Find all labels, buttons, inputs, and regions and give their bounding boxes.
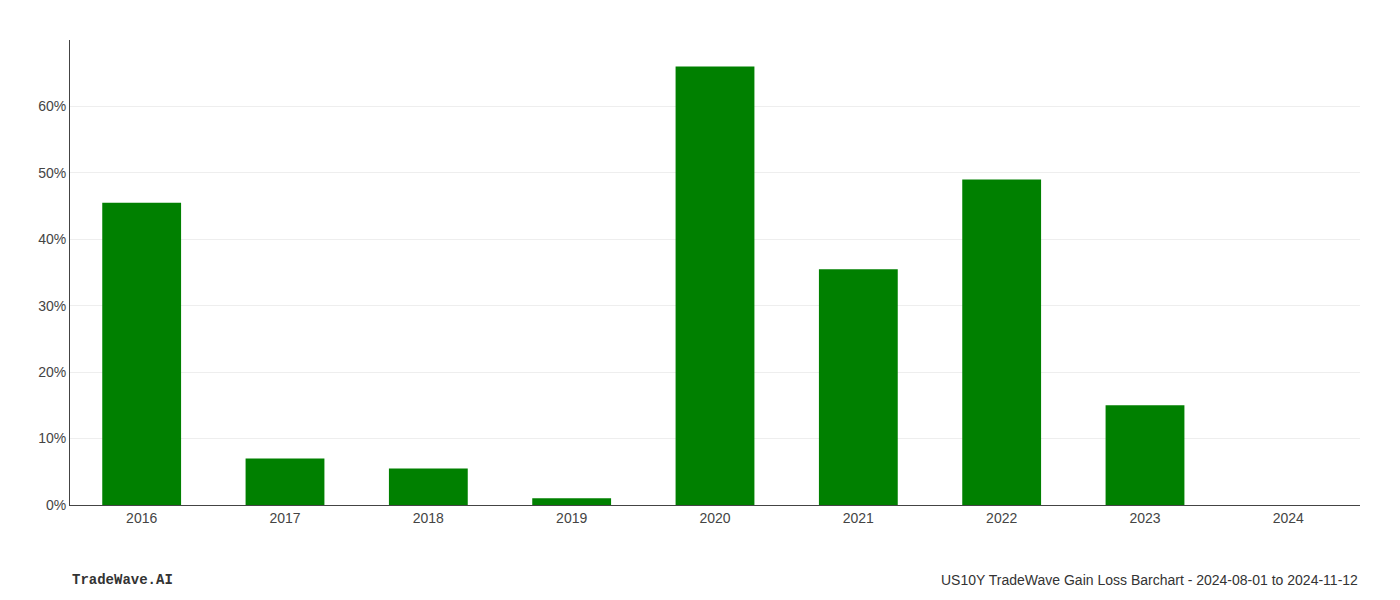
svg-text:30%: 30% [38,298,66,314]
svg-text:2024: 2024 [1273,510,1304,526]
svg-text:10%: 10% [38,430,66,446]
svg-text:60%: 60% [38,98,66,114]
svg-text:2021: 2021 [843,510,874,526]
svg-text:2023: 2023 [1129,510,1160,526]
svg-text:2019: 2019 [556,510,587,526]
svg-text:0%: 0% [46,497,66,513]
svg-text:50%: 50% [38,165,66,181]
svg-text:2017: 2017 [269,510,300,526]
svg-text:2018: 2018 [413,510,444,526]
svg-text:2020: 2020 [699,510,730,526]
svg-text:40%: 40% [38,231,66,247]
svg-text:TradeWave.AI: TradeWave.AI [72,572,173,588]
svg-text:2016: 2016 [126,510,157,526]
svg-text:2022: 2022 [986,510,1017,526]
svg-text:US10Y TradeWave Gain Loss Barc: US10Y TradeWave Gain Loss Barchart - 202… [941,572,1358,588]
svg-text:20%: 20% [38,364,66,380]
